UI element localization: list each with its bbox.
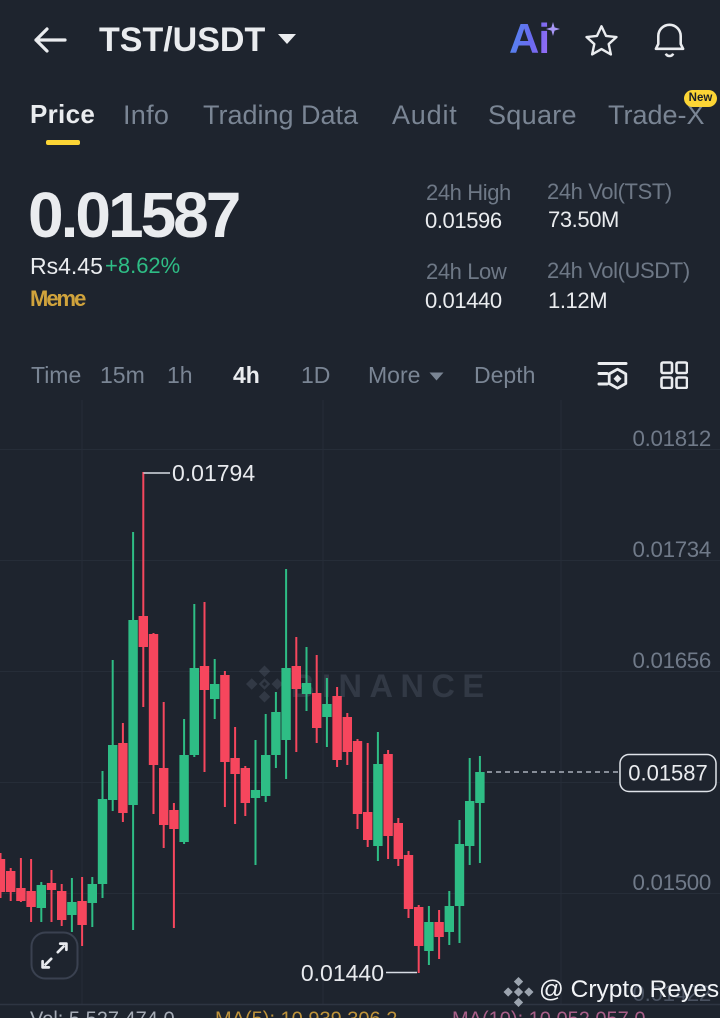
svg-text:0.01656: 0.01656 [633,648,712,673]
svg-text:0.01794: 0.01794 [172,460,255,486]
svg-text:MA(5): 10.939.306.2: MA(5): 10.939.306.2 [215,1009,397,1018]
svg-text:MA(10): 10.052.057.0: MA(10): 10.052.057.0 [452,1009,645,1018]
svg-text:0.01422: 0.01422 [633,981,712,1006]
svg-text:0.01500: 0.01500 [633,870,712,895]
svg-text:0.01734: 0.01734 [633,537,712,562]
svg-text:0.01812: 0.01812 [633,426,712,451]
svg-text:0.01440: 0.01440 [301,960,384,986]
svg-text:BINANCE: BINANCE [291,668,492,704]
svg-text:@ Crypto Reyes: @ Crypto Reyes [539,976,719,1003]
svg-text:Vol: 5.527.474.0: Vol: 5.527.474.0 [30,1009,175,1018]
svg-text:0.01587: 0.01587 [628,761,708,786]
